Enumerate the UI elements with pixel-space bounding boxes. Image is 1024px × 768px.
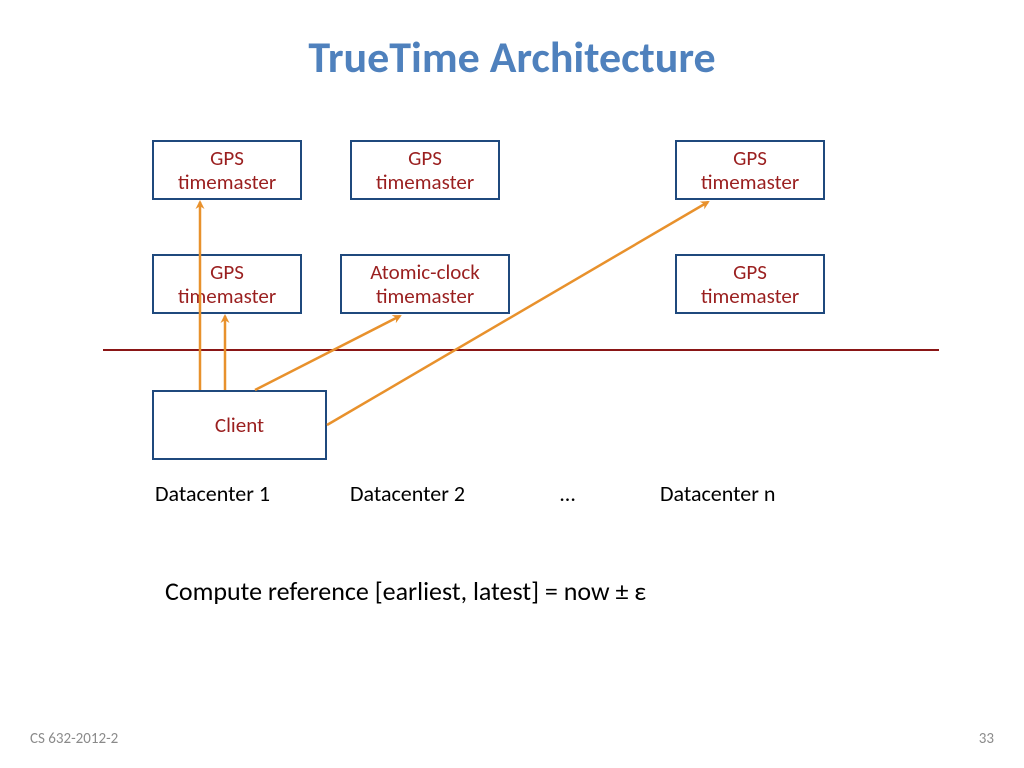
node-gps-1a: GPStimemaster <box>152 140 302 200</box>
diagram-arrows-layer <box>0 0 1024 768</box>
node-atomic-2b: Atomic-clocktimemaster <box>340 254 510 314</box>
footer-course-code: CS 632-2012-2 <box>30 730 118 748</box>
footer-page-number: 33 <box>979 730 994 748</box>
node-label: GPStimemaster <box>701 146 799 194</box>
slide-title: TrueTime Architecture <box>0 30 1024 84</box>
node-client: Client <box>152 390 327 460</box>
datacenter-2-label: Datacenter 2 <box>350 480 465 507</box>
datacenter-1-label: Datacenter 1 <box>155 480 270 507</box>
node-gps-1b: GPStimemaster <box>152 254 302 314</box>
node-label: Client <box>215 413 264 437</box>
node-label: GPStimemaster <box>376 146 474 194</box>
datacenter-ellipsis: … <box>560 480 575 507</box>
arrow <box>255 316 400 390</box>
node-label: GPStimemaster <box>701 260 799 308</box>
node-gps-nb: GPStimemaster <box>675 254 825 314</box>
node-label: Atomic-clocktimemaster <box>370 260 480 308</box>
datacenter-n-label: Datacenter n <box>660 480 775 507</box>
node-label: GPStimemaster <box>178 146 276 194</box>
node-gps-2a: GPStimemaster <box>350 140 500 200</box>
node-gps-na: GPStimemaster <box>675 140 825 200</box>
caption-text: Compute reference [earliest, latest] = n… <box>165 575 646 607</box>
node-label: GPStimemaster <box>178 260 276 308</box>
